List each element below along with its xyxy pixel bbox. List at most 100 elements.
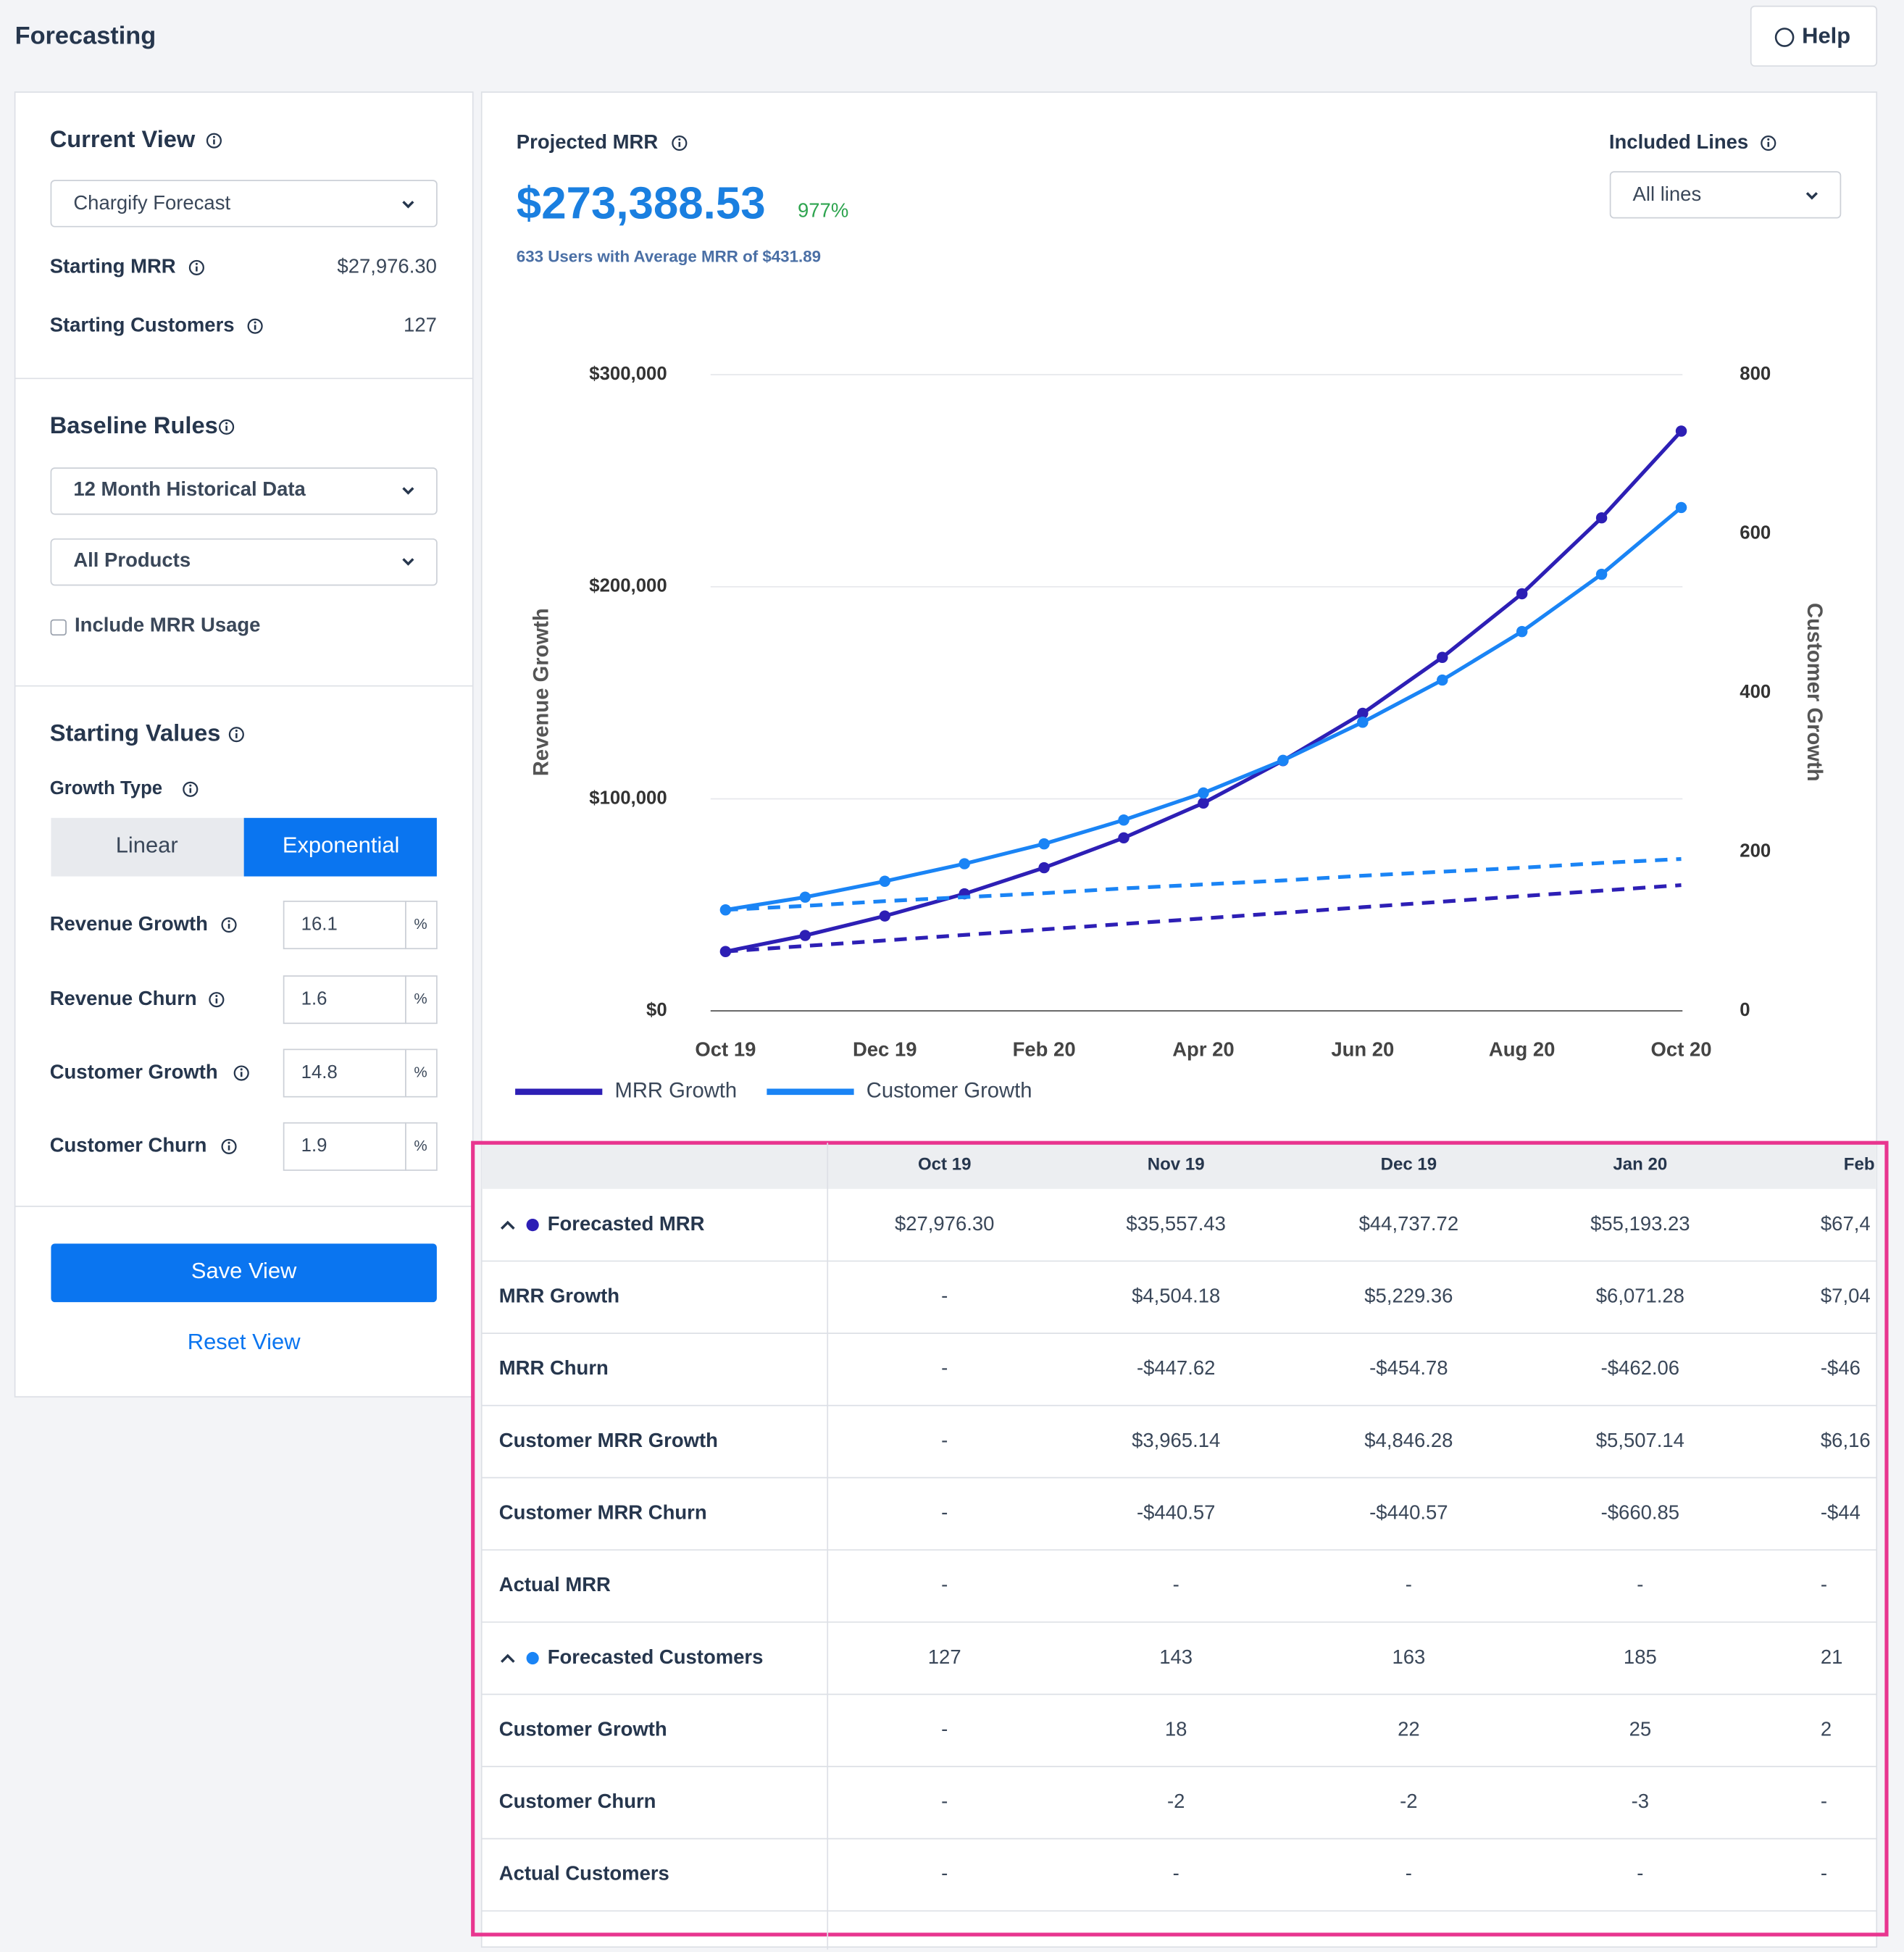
trend-line: [725, 856, 1682, 912]
unit-box: [405, 1048, 438, 1098]
info-icon: [225, 422, 228, 425]
table-cell: -: [941, 1356, 948, 1379]
row-label: Forecasted Customers: [548, 1646, 764, 1668]
select-value[interactable]: All Products: [73, 549, 191, 571]
info-icon: [1761, 135, 1776, 151]
table-cell: -: [1173, 1862, 1179, 1885]
collapse-icon: [500, 1220, 515, 1230]
number-input[interactable]: [283, 901, 406, 950]
info-icon: [1767, 138, 1770, 141]
info-icon: [189, 784, 192, 787]
table-cell: -$660.85: [1601, 1501, 1679, 1523]
data-point: [799, 891, 811, 903]
save-label[interactable]: Save View: [191, 1258, 297, 1283]
column-header: Nov 19: [1148, 1155, 1205, 1175]
input-unit: %: [414, 990, 427, 1007]
reset-link[interactable]: Reset View: [188, 1329, 301, 1354]
table-cell: $6,071.28: [1596, 1285, 1684, 1307]
info-icon: [254, 321, 256, 324]
info-icon: [672, 135, 688, 151]
table-cell: 127: [928, 1646, 961, 1668]
section-title: Baseline Rules: [50, 412, 218, 438]
section-title: Starting Values: [50, 719, 221, 746]
help-button[interactable]: [1750, 5, 1878, 67]
y-tick-label: $0: [646, 1000, 667, 1020]
info-icon: [215, 994, 218, 998]
row-label: Customer Growth: [499, 1717, 667, 1740]
table-cell: -: [941, 1573, 948, 1596]
input-value: 16.1: [301, 914, 338, 934]
toggle-label[interactable]: Exponential: [283, 832, 400, 857]
row-label: MRR Churn: [499, 1356, 609, 1379]
checkbox-label[interactable]: Include MRR Usage: [75, 613, 260, 635]
view-select[interactable]: [50, 180, 438, 228]
data-point: [1038, 862, 1050, 874]
field-value: 127: [404, 313, 437, 335]
data-point: [879, 875, 890, 887]
info-icon: [195, 262, 198, 265]
chevron: [402, 201, 414, 209]
info-icon: [233, 1065, 249, 1081]
row-label: Customer MRR Churn: [499, 1501, 707, 1523]
select-value[interactable]: Chargify Forecast: [73, 191, 230, 214]
table-cell: 163: [1392, 1646, 1425, 1668]
data-point: [1118, 832, 1130, 844]
column-header: Dec 19: [1381, 1155, 1437, 1175]
table-cell: $4,504.18: [1132, 1285, 1220, 1307]
x-tick-label: Jun 20: [1331, 1038, 1394, 1060]
y2-axis-title: Customer Growth: [1803, 603, 1826, 782]
column-header: Oct 19: [918, 1155, 972, 1175]
table-cell: 25: [1629, 1717, 1652, 1740]
column-header: Feb: [1844, 1155, 1875, 1175]
number-input[interactable]: [283, 1122, 406, 1171]
table-cell: 185: [1624, 1646, 1657, 1668]
table-cell: -: [941, 1862, 948, 1885]
chevron: [1805, 192, 1818, 200]
data-point: [799, 930, 811, 941]
y-axis-title: Revenue Growth: [530, 608, 554, 776]
toggle-linear[interactable]: [51, 817, 244, 877]
table-cell: -$44: [1821, 1501, 1861, 1523]
table-cell: -: [941, 1717, 948, 1740]
data-point: [1038, 838, 1050, 850]
checkbox[interactable]: [50, 619, 67, 636]
data-point: [959, 858, 970, 869]
history-select[interactable]: [50, 467, 438, 515]
table-cell: -$440.57: [1369, 1501, 1448, 1523]
table-cell: -$447.62: [1137, 1356, 1215, 1379]
toggle-label[interactable]: Linear: [116, 832, 178, 857]
collapse-icon: [500, 1653, 515, 1663]
toggle-exponential[interactable]: [243, 817, 437, 877]
info-icon: [227, 919, 230, 922]
data-point: [1277, 754, 1289, 767]
table-cell: -: [1821, 1790, 1827, 1812]
info-icon: [183, 781, 199, 797]
page-title: Forecasting: [15, 22, 156, 50]
x-tick-label: Feb 20: [1013, 1038, 1076, 1060]
input-unit: %: [414, 916, 427, 933]
select-value[interactable]: 12 Month Historical Data: [73, 477, 306, 500]
forecast-table: Oct 19 Nov 19 Dec 19 Jan 20 Feb Forecasted MR…: [481, 1143, 1877, 1950]
row-dot: [526, 1651, 539, 1665]
data-point: [1675, 425, 1687, 437]
table-header: [481, 1143, 1877, 1189]
info-icon: [209, 992, 225, 1008]
chevron: [402, 487, 414, 495]
included-select[interactable]: [1609, 171, 1842, 219]
table-cell: -2: [1167, 1790, 1185, 1812]
select-value[interactable]: All lines: [1633, 183, 1702, 205]
summary-change: 977%: [798, 199, 848, 221]
product-select[interactable]: [50, 538, 438, 586]
table-cell: 18: [1165, 1717, 1187, 1740]
save-button[interactable]: [51, 1243, 437, 1303]
summary-subtitle: 633 Users with Average MRR of $431.89: [517, 248, 821, 266]
help-icon: [1774, 28, 1795, 47]
number-input[interactable]: [283, 975, 406, 1025]
number-input[interactable]: [283, 1048, 406, 1098]
info-icon: [678, 138, 681, 141]
help-label[interactable]: Help: [1802, 23, 1850, 49]
row-label: MRR Growth: [499, 1285, 619, 1307]
chevron: [402, 558, 414, 566]
table-cell: -$440.57: [1137, 1501, 1215, 1523]
